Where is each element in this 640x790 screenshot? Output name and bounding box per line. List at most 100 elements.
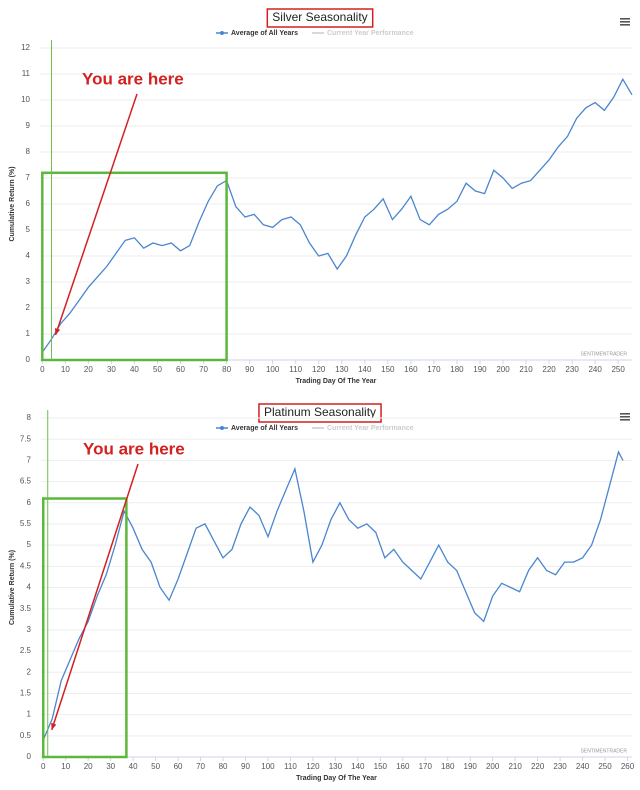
- y-tick-label: 2: [26, 303, 31, 312]
- legend-label: Current Year Performance: [327, 425, 414, 432]
- x-tick-label: 0: [40, 365, 45, 374]
- credit: SENTIMENTRADER: [581, 748, 628, 754]
- data-line: [41, 77, 633, 353]
- x-tick-label: 80: [219, 762, 228, 771]
- x-axis-title: Trading Day Of The Year: [296, 378, 377, 385]
- x-tick-label: 70: [199, 365, 208, 374]
- y-tick-label: 1.5: [20, 689, 32, 698]
- annotation-arrow: [54, 93, 138, 336]
- x-tick-label: 0: [41, 762, 46, 771]
- x-tick-label: 240: [588, 365, 602, 374]
- x-tick-label: 200: [486, 762, 500, 771]
- x-tick-label: 30: [107, 365, 116, 374]
- x-tick-label: 210: [508, 762, 522, 771]
- x-tick-label: 140: [358, 365, 372, 374]
- x-tick-label: 20: [84, 762, 93, 771]
- x-tick-label: 170: [419, 762, 433, 771]
- x-tick-label: 90: [245, 365, 254, 374]
- legend-swatch: [220, 426, 224, 430]
- y-tick-label: 7: [27, 455, 32, 464]
- y-tick-label: 5: [27, 540, 32, 549]
- legend-label: Average of All Years: [231, 30, 298, 37]
- menu-icon: [620, 419, 630, 421]
- y-tick-label: 1: [27, 710, 32, 719]
- annotation-arrow: [51, 463, 139, 731]
- y-tick-label: 5: [26, 225, 31, 234]
- y-tick-label: 9: [26, 121, 31, 130]
- x-tick-label: 130: [335, 365, 349, 374]
- x-tick-label: 40: [130, 365, 139, 374]
- y-tick-label: 12: [21, 43, 30, 52]
- y-tick-label: 4.5: [20, 561, 32, 570]
- x-tick-label: 160: [396, 762, 410, 771]
- y-axis-title: Cumulative Return (%): [9, 550, 16, 625]
- y-tick-label: 8: [26, 147, 31, 156]
- legend-label: Current Year Performance: [327, 30, 414, 37]
- y-tick-label: 4: [26, 251, 31, 260]
- x-tick-label: 160: [404, 365, 418, 374]
- panel: Silver Seasonality Average of All Years Cu…: [9, 8, 633, 385]
- menu-icon: [620, 18, 630, 20]
- menu-icon: [620, 24, 630, 26]
- x-tick-label: 190: [464, 762, 478, 771]
- annotation: You are here: [83, 439, 185, 458]
- title-box: [258, 403, 382, 423]
- y-tick-label: 3: [27, 625, 32, 634]
- y-axis-title: Cumulative Return (%): [9, 166, 16, 241]
- x-tick-label: 140: [351, 762, 365, 771]
- x-tick-label: 10: [61, 762, 70, 771]
- x-tick-label: 230: [553, 762, 567, 771]
- x-tick-label: 220: [542, 365, 556, 374]
- x-tick-label: 220: [531, 762, 545, 771]
- x-tick-label: 150: [381, 365, 395, 374]
- y-tick-label: 4: [27, 583, 32, 592]
- y-tick-label: 3.5: [20, 604, 32, 613]
- y-tick-label: 7.5: [20, 434, 32, 443]
- x-tick-label: 110: [289, 365, 302, 374]
- x-tick-label: 180: [441, 762, 455, 771]
- title-box: [266, 8, 374, 28]
- y-tick-label: 0: [27, 752, 32, 761]
- arrow-head: [51, 722, 57, 730]
- x-tick-label: 180: [450, 365, 464, 374]
- x-tick-label: 40: [129, 762, 138, 771]
- x-tick-label: 100: [266, 365, 280, 374]
- y-tick-label: 1: [26, 329, 31, 338]
- x-tick-label: 80: [222, 365, 231, 374]
- y-tick-label: 2.5: [20, 646, 32, 655]
- x-tick-label: 200: [496, 365, 510, 374]
- x-tick-label: 190: [473, 365, 487, 374]
- x-tick-label: 110: [284, 762, 297, 771]
- y-tick-label: 11: [22, 69, 31, 78]
- x-tick-label: 70: [196, 762, 205, 771]
- x-tick-label: 240: [576, 762, 590, 771]
- chart-title: Silver Seasonality: [272, 10, 367, 24]
- menu-icon: [620, 416, 630, 418]
- y-tick-label: 6.5: [20, 477, 32, 486]
- arrow-head: [54, 328, 61, 336]
- x-tick-label: 30: [106, 762, 115, 771]
- y-tick-label: 8: [27, 413, 32, 422]
- credit: SENTIMENTRADER: [581, 351, 628, 357]
- x-tick-label: 230: [565, 365, 579, 374]
- x-tick-label: 250: [598, 762, 612, 771]
- y-tick-label: 6: [26, 199, 31, 208]
- y-tick-label: 2: [27, 667, 32, 676]
- panel: Platinum Seasonality Average of All Years…: [9, 403, 635, 782]
- x-tick-label: 50: [153, 365, 162, 374]
- y-tick-label: 10: [21, 95, 30, 104]
- x-tick-label: 130: [329, 762, 343, 771]
- data-line: [42, 450, 624, 741]
- x-tick-label: 250: [611, 365, 625, 374]
- highlight-box: [41, 171, 228, 362]
- x-tick-label: 120: [312, 365, 326, 374]
- x-tick-label: 120: [306, 762, 320, 771]
- menu-icon: [620, 21, 630, 23]
- x-tick-label: 90: [241, 762, 250, 771]
- menu-icon: [620, 413, 630, 415]
- x-tick-label: 50: [151, 762, 160, 771]
- legend-swatch: [220, 31, 224, 35]
- y-tick-label: 6: [27, 498, 32, 507]
- x-tick-label: 100: [261, 762, 275, 771]
